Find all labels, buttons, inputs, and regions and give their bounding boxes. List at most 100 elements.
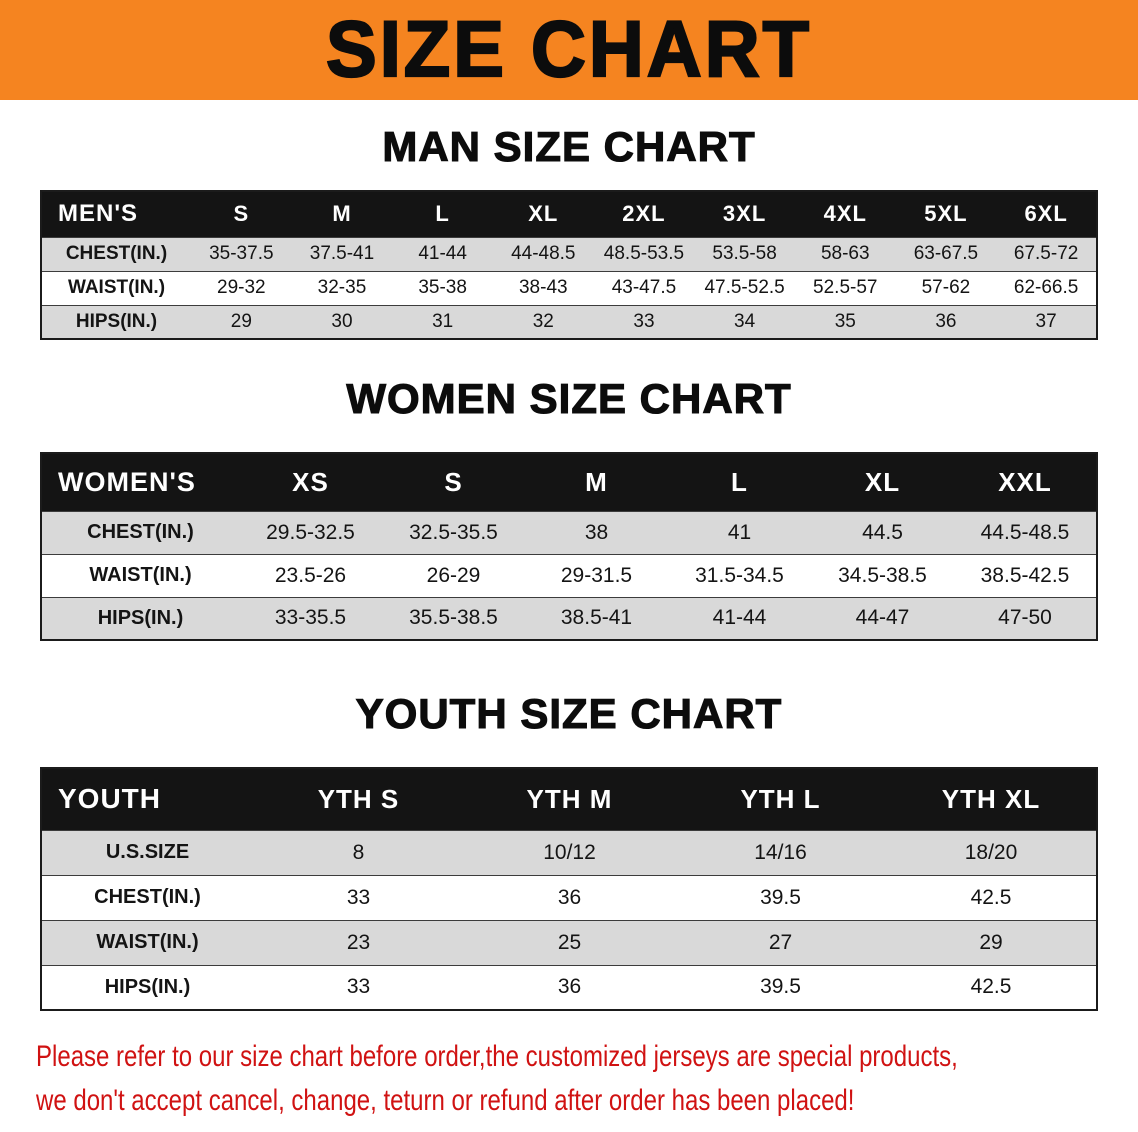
value-cell: 14/16 <box>675 829 886 875</box>
value-cell: 31.5-34.5 <box>668 553 811 597</box>
size-column-header: M <box>291 191 393 237</box>
measurement-row: CHEST(IN.) 29.5-32.5 32.5-35.5 38 41 44.5 44.5… <box>41 510 1097 554</box>
value-cell: 44-47 <box>811 596 954 640</box>
disclaimer-note: Please refer to our size chart before or… <box>36 1035 1138 1123</box>
value-cell: 44.5-48.5 <box>954 510 1097 554</box>
measurement-row: U.S.SIZE 8 10/12 14/16 18/20 <box>41 829 1097 875</box>
row-label-cell: HIPS(IN.) <box>41 964 253 1010</box>
value-cell: 48.5-53.5 <box>593 236 695 271</box>
value-cell: 36 <box>464 874 675 920</box>
size-column-header: XL <box>811 453 954 511</box>
value-cell: 34 <box>694 304 795 339</box>
page-title: SIZE CHART <box>325 5 812 94</box>
value-cell: 42.5 <box>886 874 1097 920</box>
row-label-cell: HIPS(IN.) <box>41 304 191 339</box>
size-chart-banner: SIZE CHART <box>0 0 1138 100</box>
size-column-header: XL <box>492 191 594 237</box>
size-column-header: L <box>392 191 493 237</box>
men-section-heading: MAN SIZE CHART <box>382 123 756 170</box>
value-cell: 18/20 <box>886 829 1097 875</box>
measurement-row: WAIST(IN.) 29-32 32-35 35-38 38-43 43-47.5 47.… <box>41 270 1097 305</box>
women-section: WOMEN SIZE CHART WOMEN'S XS S M L XL XXL CHEST(… <box>0 375 1138 641</box>
value-cell: 8 <box>253 829 464 875</box>
header-row: MEN'S S M L XL 2XL 3XL 4XL 5XL 6XL <box>41 191 1097 237</box>
value-cell: 23.5-26 <box>239 553 382 597</box>
row-label-cell: WAIST(IN.) <box>41 553 239 597</box>
disclaimer-line-1: Please refer to our size chart before or… <box>36 1040 958 1073</box>
value-cell: 38 <box>525 510 668 554</box>
value-cell: 33 <box>593 304 695 339</box>
value-cell: 37 <box>996 304 1097 339</box>
size-column-header: S <box>191 191 292 237</box>
header-row: YOUTH YTH S YTH M YTH L YTH XL <box>41 768 1097 830</box>
value-cell: 36 <box>895 304 997 339</box>
measurement-row: CHEST(IN.) 33 36 39.5 42.5 <box>41 874 1097 920</box>
row-label-cell: CHEST(IN.) <box>41 236 191 271</box>
value-cell: 29-32 <box>191 270 292 305</box>
value-cell: 43-47.5 <box>593 270 695 305</box>
size-column-header: 3XL <box>694 191 795 237</box>
women-section-heading: WOMEN SIZE CHART <box>346 375 792 422</box>
measurement-row: HIPS(IN.) 29 30 31 32 33 34 35 36 37 <box>41 304 1097 339</box>
size-column-header: L <box>668 453 811 511</box>
size-column-header: S <box>382 453 525 511</box>
row-label-cell: CHEST(IN.) <box>41 510 239 554</box>
value-cell: 29.5-32.5 <box>239 510 382 554</box>
value-cell: 62-66.5 <box>996 270 1097 305</box>
table-title-cell: YOUTH <box>41 768 253 830</box>
youth-section-heading: YOUTH SIZE CHART <box>355 690 783 737</box>
value-cell: 58-63 <box>794 236 896 271</box>
youth-size-table: YOUTH YTH S YTH M YTH L YTH XL U.S.SIZE 8 10/12… <box>40 767 1098 1011</box>
measurement-row: CHEST(IN.) 35-37.5 37.5-41 41-44 44-48.5 48.5… <box>41 236 1097 271</box>
value-cell: 41 <box>668 510 811 554</box>
value-cell: 38-43 <box>492 270 594 305</box>
value-cell: 34.5-38.5 <box>811 553 954 597</box>
value-cell: 23 <box>253 919 464 965</box>
row-label-cell: WAIST(IN.) <box>41 270 191 305</box>
value-cell: 33-35.5 <box>239 596 382 640</box>
value-cell: 36 <box>464 964 675 1010</box>
value-cell: 52.5-57 <box>794 270 896 305</box>
value-cell: 29 <box>886 919 1097 965</box>
size-column-header: 5XL <box>895 191 997 237</box>
value-cell: 35-37.5 <box>191 236 292 271</box>
row-label-cell: U.S.SIZE <box>41 829 253 875</box>
value-cell: 31 <box>392 304 493 339</box>
value-cell: 41-44 <box>668 596 811 640</box>
value-cell: 32.5-35.5 <box>382 510 525 554</box>
header-row: WOMEN'S XS S M L XL XXL <box>41 453 1097 511</box>
table-title-cell: WOMEN'S <box>41 453 239 511</box>
value-cell: 29-31.5 <box>525 553 668 597</box>
value-cell: 44.5 <box>811 510 954 554</box>
value-cell: 33 <box>253 964 464 1010</box>
measurement-row: WAIST(IN.) 23.5-26 26-29 29-31.5 31.5-34.5 34… <box>41 553 1097 597</box>
value-cell: 32 <box>492 304 594 339</box>
row-label-cell: CHEST(IN.) <box>41 874 253 920</box>
measurement-row: HIPS(IN.) 33-35.5 35.5-38.5 38.5-41 41-44 44-… <box>41 596 1097 640</box>
value-cell: 63-67.5 <box>895 236 997 271</box>
value-cell: 29 <box>191 304 292 339</box>
size-column-header: M <box>525 453 668 511</box>
row-label-cell: HIPS(IN.) <box>41 596 239 640</box>
size-column-header: XXL <box>954 453 1097 511</box>
size-column-header: 4XL <box>794 191 896 237</box>
value-cell: 30 <box>291 304 393 339</box>
value-cell: 57-62 <box>895 270 997 305</box>
size-column-header: XS <box>239 453 382 511</box>
size-column-header: YTH XL <box>886 768 1097 830</box>
value-cell: 35-38 <box>392 270 493 305</box>
women-size-table: WOMEN'S XS S M L XL XXL CHEST(IN.) 29.5-32.5 32.5… <box>40 452 1098 641</box>
value-cell: 42.5 <box>886 964 1097 1010</box>
size-column-header: YTH M <box>464 768 675 830</box>
value-cell: 38.5-41 <box>525 596 668 640</box>
value-cell: 44-48.5 <box>492 236 594 271</box>
value-cell: 37.5-41 <box>291 236 393 271</box>
value-cell: 10/12 <box>464 829 675 875</box>
value-cell: 41-44 <box>392 236 493 271</box>
value-cell: 32-35 <box>291 270 393 305</box>
value-cell: 26-29 <box>382 553 525 597</box>
table-title-cell: MEN'S <box>41 191 191 237</box>
value-cell: 39.5 <box>675 874 886 920</box>
value-cell: 35.5-38.5 <box>382 596 525 640</box>
